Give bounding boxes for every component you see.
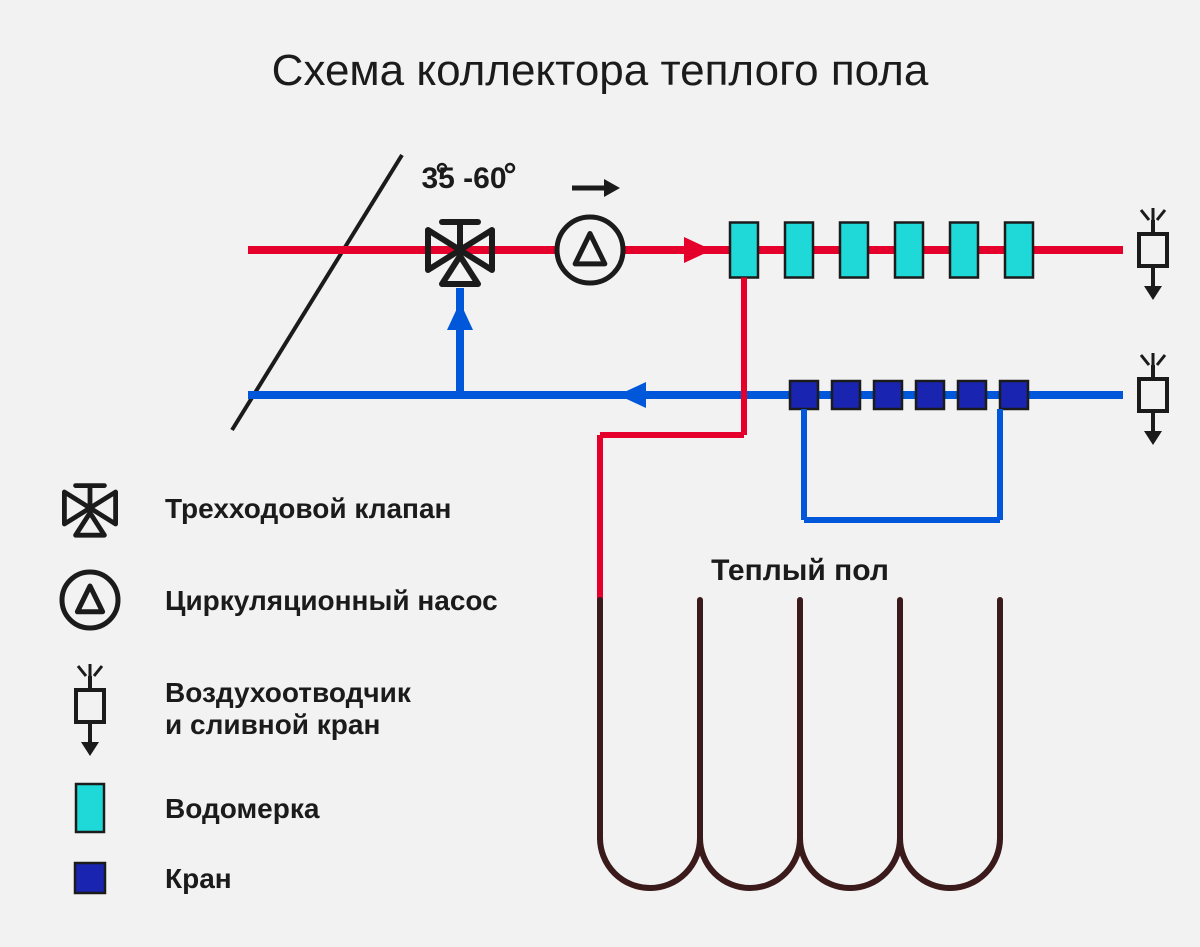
flowmeter-icon <box>730 223 758 278</box>
flowmeter-icon <box>1005 223 1033 278</box>
valve-small-icon <box>916 381 944 409</box>
flowmeter-icon <box>785 223 813 278</box>
flowmeter-icon <box>950 223 978 278</box>
legend-label: и сливной кран <box>165 709 380 740</box>
valve-small-icon <box>790 381 818 409</box>
valve-small-icon <box>958 381 986 409</box>
valve-small-icon <box>832 381 860 409</box>
title: Схема коллектора теплого пола <box>272 46 929 95</box>
legend-flowmeter-icon <box>76 784 104 832</box>
legend-label: Кран <box>165 863 232 894</box>
legend-label: Воздухоотводчик <box>165 677 412 708</box>
floor-label: Теплый пол <box>711 554 889 587</box>
legend-label: Водомерка <box>165 793 320 824</box>
temp-label: 35 -60 <box>421 162 506 195</box>
flowmeter-icon <box>895 223 923 278</box>
legend-valve-small-icon <box>75 863 105 893</box>
flowmeter-icon <box>840 223 868 278</box>
valve-small-icon <box>1000 381 1028 409</box>
circulation-pump-icon <box>557 217 623 283</box>
diagram-canvas: Схема коллектора теплого пола 35 -60 Теплы… <box>0 0 1200 947</box>
legend-label: Циркуляционный насос <box>165 585 498 616</box>
legend-label: Трехходовой клапан <box>165 493 451 524</box>
valve-small-icon <box>874 381 902 409</box>
